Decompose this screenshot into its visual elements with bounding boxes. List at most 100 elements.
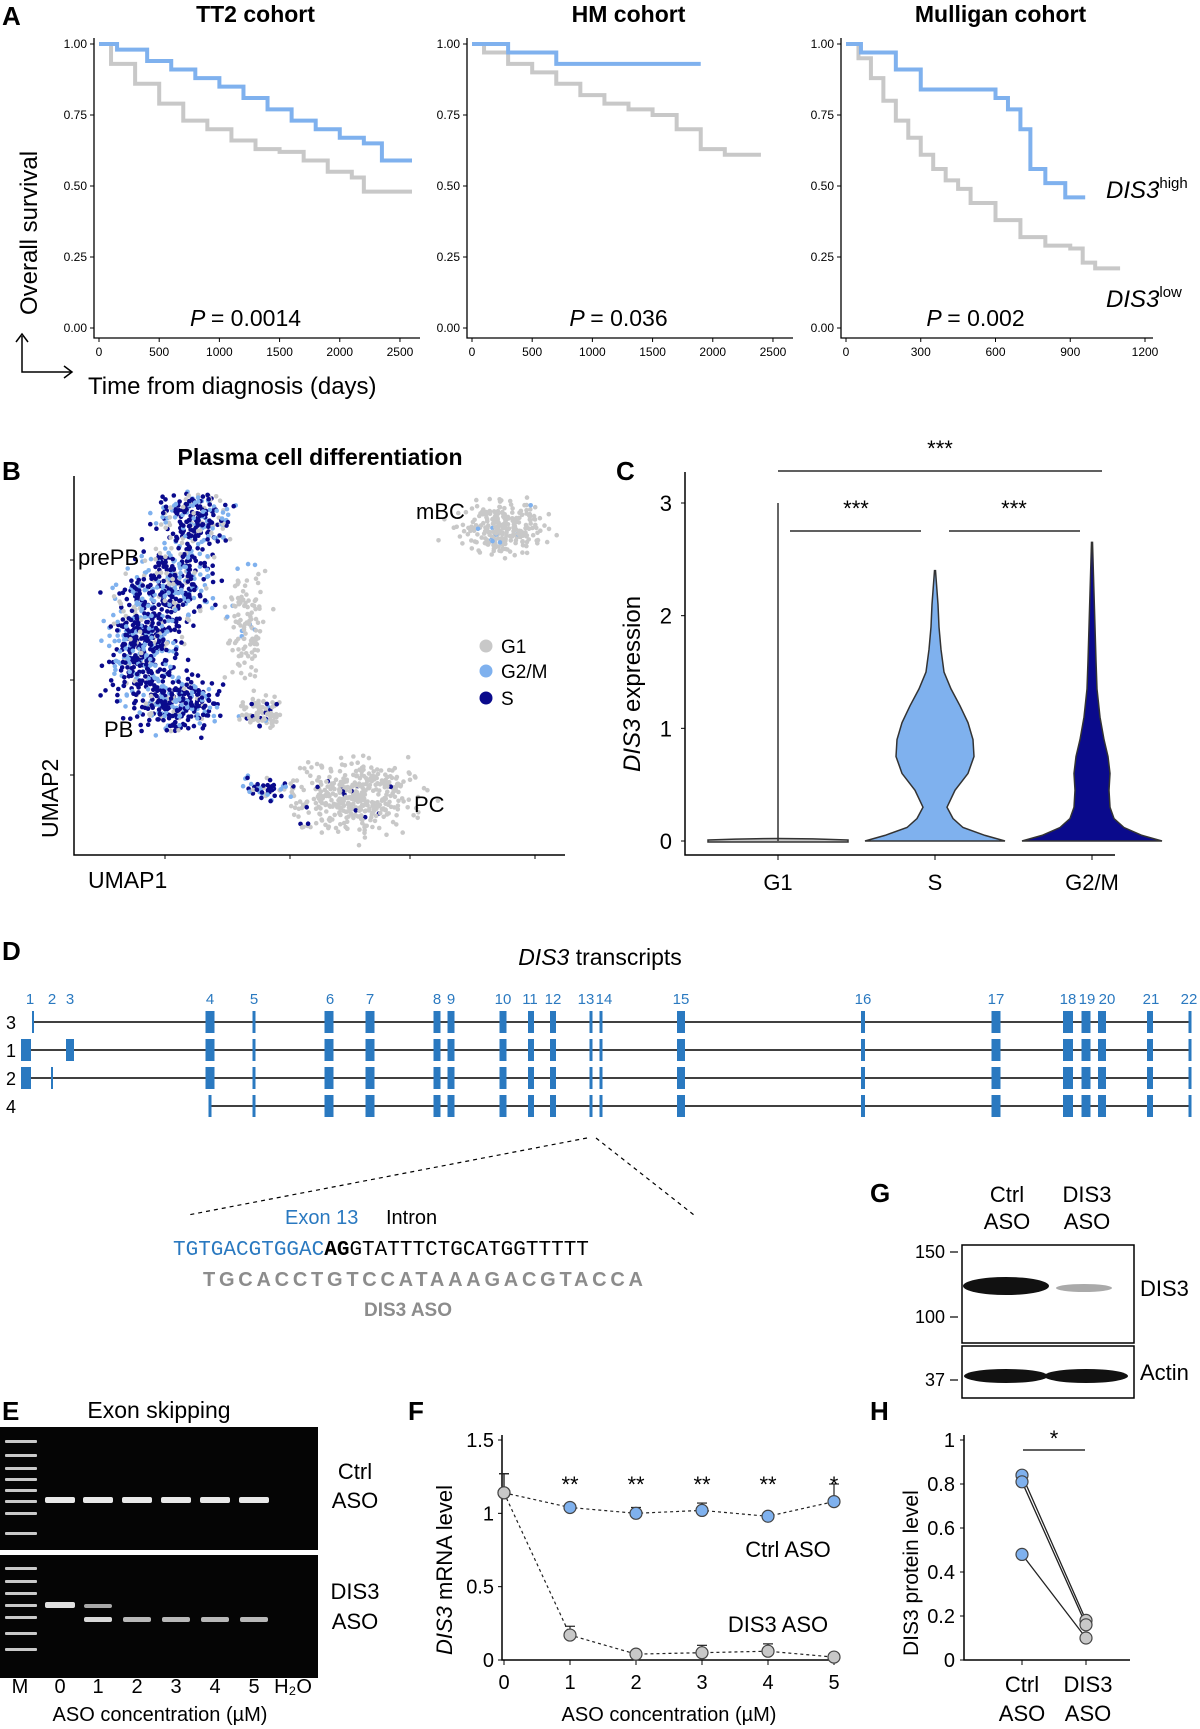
- dis3-band-full-weak: [84, 1604, 112, 1608]
- exon-number: 2: [48, 991, 56, 1008]
- umap-point: [168, 664, 173, 670]
- exon-block: [528, 1011, 534, 1033]
- umap-point: [256, 698, 261, 704]
- transcript-id: 4: [6, 1097, 16, 1117]
- umap-point: [117, 649, 123, 654]
- umap-point: [442, 517, 447, 522]
- panel-letter-d: D: [2, 936, 21, 966]
- umap-point: [122, 675, 127, 680]
- umap-point: [210, 571, 215, 576]
- umap-point: [255, 718, 261, 723]
- umap-point: [112, 671, 117, 677]
- umap-point: [183, 701, 189, 706]
- umap-point: [324, 790, 330, 795]
- umap-point: [153, 556, 158, 562]
- umap-point: [161, 578, 166, 584]
- umap-point: [376, 792, 381, 797]
- umap-point: [223, 502, 228, 508]
- umap-point: [407, 771, 412, 777]
- exon-block: [324, 1067, 334, 1089]
- exon-number: 4: [206, 991, 214, 1008]
- umap-point: [527, 514, 533, 519]
- umap-point: [337, 768, 343, 774]
- umap-point: [252, 639, 257, 644]
- umap-point: [210, 526, 215, 531]
- cluster-label-mbc: mBC: [416, 499, 465, 524]
- umap-point: [253, 628, 259, 633]
- umap-point: [296, 814, 301, 819]
- umap-point: [120, 643, 125, 648]
- band-label-dis3: DIS3: [1140, 1276, 1189, 1301]
- km-y-tick-label: 0.25: [437, 250, 461, 264]
- umap-point: [257, 604, 262, 609]
- violin-y-tick-label: 1: [660, 716, 672, 741]
- umap-point: [526, 526, 532, 531]
- umap-point: [149, 613, 154, 618]
- umap-point: [468, 528, 473, 534]
- exon-block: [677, 1095, 685, 1117]
- exon-block: [599, 1095, 603, 1117]
- km-y-tick-label: 0.50: [64, 179, 88, 193]
- mrna-sig: **: [561, 1472, 579, 1497]
- umap-point: [162, 598, 168, 604]
- umap-point: [360, 782, 366, 787]
- umap-point: [146, 676, 151, 681]
- umap-point: [185, 717, 191, 723]
- umap-point: [328, 786, 333, 792]
- umap-point: [362, 828, 368, 833]
- umap-point: [277, 712, 283, 718]
- umap-point: [373, 803, 379, 809]
- exon-block: [365, 1067, 375, 1089]
- mrna-y-tick-label: 0: [483, 1650, 494, 1672]
- umap-point: [202, 598, 208, 603]
- umap-point: [232, 613, 237, 619]
- exon-block: [1147, 1039, 1153, 1061]
- exon-block: [1188, 1067, 1192, 1089]
- umap-point: [195, 541, 201, 547]
- km-y-tick-label: 0.25: [64, 250, 88, 264]
- gel-lane-label: 0: [54, 1676, 65, 1698]
- umap-point: [197, 592, 203, 598]
- exon-number: 18: [1060, 991, 1077, 1008]
- protein-y-tick-label: 0.4: [927, 1562, 955, 1584]
- umap-point: [298, 821, 303, 827]
- umap-point: [195, 495, 201, 500]
- exon-block: [550, 1067, 556, 1089]
- violin-x-label: G1: [763, 870, 792, 895]
- umap-point: [165, 609, 170, 614]
- umap-point: [202, 703, 208, 709]
- violin-significance-bars: [778, 470, 1102, 532]
- umap-point: [173, 712, 178, 718]
- mrna-point-dis3: [563, 1628, 577, 1642]
- umap-point: [156, 560, 161, 566]
- umap-point: [144, 666, 150, 671]
- survival-y-label: Overall survival: [16, 151, 43, 315]
- umap-point: [546, 526, 552, 532]
- umap-point: [435, 798, 441, 803]
- umap-point: [388, 793, 393, 799]
- umap-point: [187, 695, 193, 701]
- umap-point: [425, 787, 430, 793]
- umap-point: [383, 772, 388, 777]
- transcript-id: 3: [6, 1013, 16, 1033]
- exon-block: [252, 1067, 256, 1089]
- exon-block: [991, 1095, 1001, 1117]
- umap-point: [200, 494, 206, 499]
- umap-point: [479, 535, 485, 540]
- umap-point: [497, 497, 502, 502]
- umap-point: [128, 640, 134, 646]
- umap-point: [200, 509, 206, 514]
- umap-point: [154, 585, 160, 590]
- km-plot-hm: HM cohort 0.00 0.25 0.50 0.75 1.00 0 500 1000 150…: [437, 1, 793, 359]
- umap-point: [249, 610, 254, 615]
- umap-point: [116, 659, 121, 665]
- exon-block: [1081, 1039, 1091, 1061]
- exon-number: 8: [433, 991, 441, 1008]
- exon-number: 11: [522, 991, 538, 1008]
- umap-point: [492, 520, 498, 525]
- umap-point: [524, 495, 530, 500]
- exon-block: [528, 1067, 534, 1089]
- umap-point: [342, 785, 348, 790]
- umap-point: [306, 810, 312, 815]
- exon-block: [991, 1039, 1001, 1061]
